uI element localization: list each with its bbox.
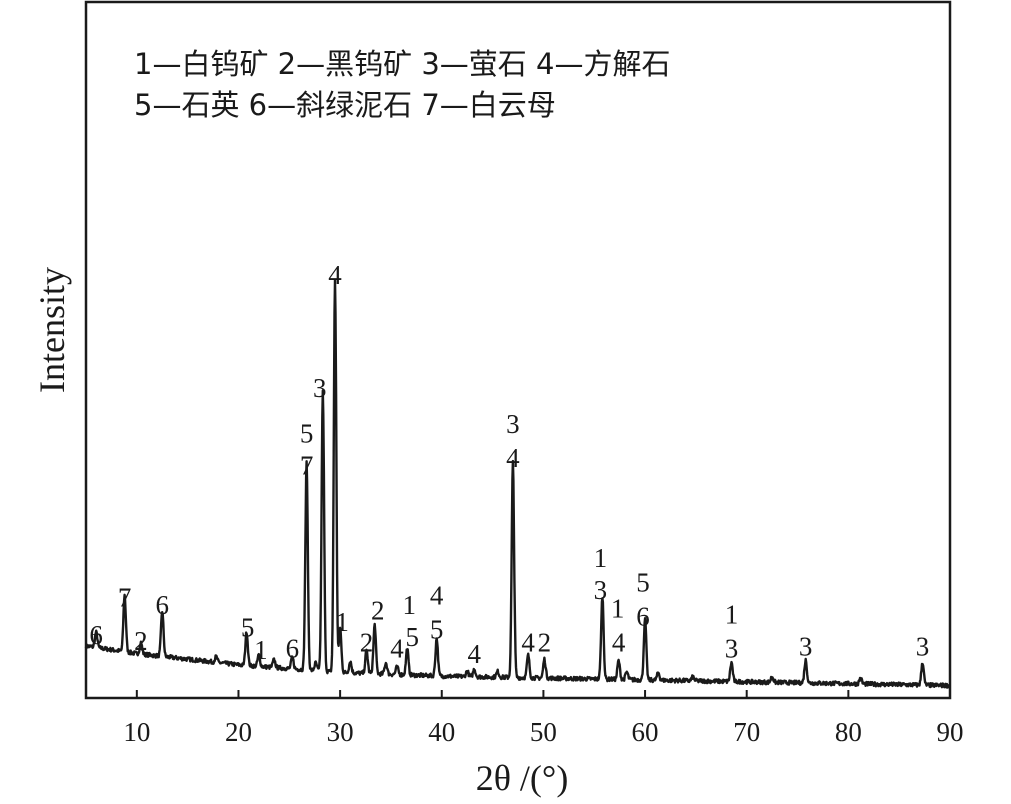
peak-label: 4 — [506, 443, 520, 473]
x-axis-ticks: 10 20 30 40 50 60 70 80 90 — [123, 690, 964, 747]
peak-label: 4 — [430, 581, 444, 611]
legend: 1—白钨矿 2—黑钨矿 3—萤石 4—方解石 5—石英 6—斜绿泥石 7—白云母 — [134, 47, 670, 122]
legend-line-1: 1—白钨矿 2—黑钨矿 3—萤石 4—方解石 — [134, 47, 670, 81]
peak-label: 3 — [594, 575, 608, 605]
peak-label: 2 — [538, 628, 552, 658]
peak-label: 5 — [636, 567, 650, 597]
peak-label: 6 — [636, 601, 650, 631]
x-axis-title: 2θ /(°) — [476, 758, 569, 798]
x-tick-label: 70 — [733, 717, 760, 747]
x-tick-label: 50 — [530, 717, 557, 747]
x-tick-label: 30 — [327, 717, 354, 747]
peak-label: 2 — [134, 626, 148, 656]
peak-label: 3 — [725, 633, 739, 663]
peak-label: 6 — [155, 590, 169, 620]
peak-label: 1 — [402, 590, 416, 620]
peak-label: 7 — [118, 582, 132, 612]
legend-line-2: 5—石英 6—斜绿泥石 7—白云母 — [134, 88, 556, 122]
x-tick-label: 10 — [123, 717, 150, 747]
peak-label: 6 — [286, 633, 300, 663]
x-tick-label: 60 — [632, 717, 659, 747]
peak-label: 1 — [254, 635, 268, 665]
peak-label: 3 — [916, 631, 930, 661]
plot-frame — [84, 0, 952, 700]
peak-label: 2 — [371, 596, 385, 626]
peak-label: 4 — [521, 628, 535, 658]
peak-label: 4 — [612, 628, 626, 658]
x-tick-label: 80 — [835, 717, 862, 747]
x-tick-label: 90 — [937, 717, 964, 747]
peak-label: 4 — [328, 260, 342, 290]
peak-label: 5 — [406, 622, 420, 652]
peak-label: 7 — [300, 450, 314, 480]
peak-label: 1 — [594, 543, 608, 573]
peak-label: 3 — [506, 409, 520, 439]
peak-label: 1 — [335, 607, 349, 637]
peak-label: 2 — [360, 628, 374, 658]
peak-label: 5 — [241, 613, 255, 643]
y-axis-title: Intensity — [32, 267, 72, 393]
diffraction-pattern-line — [84, 278, 951, 689]
peak-label: 4 — [468, 639, 482, 669]
peak-label: 5 — [300, 418, 314, 448]
peak-label: 1 — [611, 594, 625, 624]
peak-label: 3 — [799, 631, 813, 661]
peak-label: 4 — [390, 633, 404, 663]
peak-label: 5 — [430, 614, 444, 644]
peak-label: 6 — [89, 620, 103, 650]
peak-label: 3 — [313, 373, 327, 403]
x-tick-label: 40 — [428, 717, 455, 747]
x-tick-label: 20 — [225, 717, 252, 747]
peak-label: 1 — [725, 599, 739, 629]
